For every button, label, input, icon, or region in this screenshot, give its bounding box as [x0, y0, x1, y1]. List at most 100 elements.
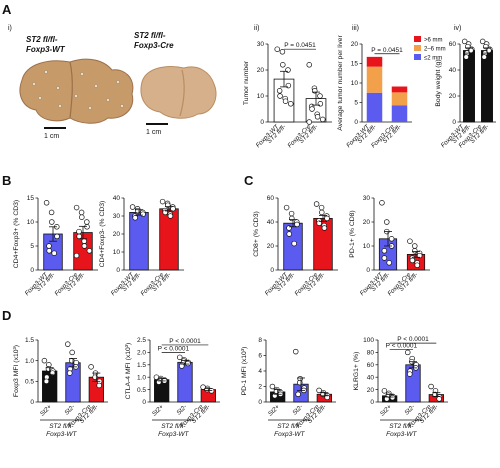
data-point — [43, 200, 50, 206]
data-point — [88, 364, 94, 370]
stacked-segment — [366, 56, 383, 67]
y-tick-label: 40 — [113, 195, 121, 202]
data-point — [92, 374, 98, 380]
y-tick-label: 2 — [258, 384, 262, 391]
data-point — [279, 49, 286, 55]
data-point — [67, 370, 73, 376]
y-axis-label: PD-1 MFI (x10³) — [241, 347, 248, 396]
data-point — [159, 198, 166, 205]
data-point — [286, 225, 292, 231]
y-axis-label: Body weight (g) — [435, 59, 442, 106]
scalebar-left-label: 1 cm — [44, 133, 59, 140]
legend-swatch — [414, 45, 421, 51]
data-point — [76, 228, 82, 235]
data-point — [49, 370, 56, 376]
stacked-segment — [366, 92, 383, 122]
group-label: Foxp3-WT — [274, 431, 305, 438]
p-value-label: P < 0.0001 — [169, 338, 201, 345]
data-point — [84, 224, 90, 230]
data-point — [436, 396, 442, 402]
y-tick-label: 1.0 — [137, 374, 146, 381]
y-tick-label: 0.5 — [25, 379, 34, 386]
y-tick-label: 80 — [367, 350, 375, 357]
data-point — [313, 201, 320, 207]
y-tick-label: 0 — [260, 119, 264, 126]
y-tick-label: 30 — [363, 195, 371, 202]
y-tick-label: 60 — [367, 362, 375, 369]
chart-d-3: 0 2 4 6 8 PD-1 MFI (x10³) St2+ St2- ST2 fl/fl-Fo… — [241, 337, 336, 438]
data-point — [388, 236, 395, 242]
bar — [481, 50, 493, 123]
y-axis-label: KLRG1+ (%) — [353, 352, 360, 391]
tumor-nodule — [94, 84, 98, 88]
tumor-nodule — [80, 72, 84, 76]
data-point — [316, 220, 322, 226]
y-tick-label: 0 — [370, 399, 374, 406]
data-point — [54, 233, 60, 240]
panel-letter-d: D — [2, 308, 11, 323]
data-point — [283, 204, 290, 211]
y-tick-label: 0 — [366, 267, 370, 274]
y-axis-label: Average tumor number per liver — [337, 35, 344, 131]
y-tick-label: 8 — [258, 337, 262, 344]
legend-swatch — [414, 36, 421, 42]
data-point — [306, 62, 312, 68]
data-point — [479, 38, 486, 45]
data-point — [282, 98, 289, 104]
data-point — [295, 391, 301, 398]
liver-cre-title-line2: Foxp3-Cre — [134, 41, 174, 50]
chart-a-iii: 0 5 10 15 20 Average tumor number per liver >6… — [337, 35, 446, 150]
data-point — [381, 388, 388, 394]
data-point — [167, 213, 174, 219]
data-point — [81, 238, 87, 244]
y-tick-label: 40 — [449, 67, 457, 74]
data-point — [316, 387, 322, 394]
y-axis-label: CD8+ (% CD3) — [253, 211, 260, 257]
tumor-nodule — [116, 80, 120, 84]
y-tick-label: 10 — [113, 249, 121, 256]
tumor-nodule — [88, 106, 92, 110]
y-tick-label: 0 — [116, 267, 120, 274]
y-tick-label: 20 — [113, 231, 121, 238]
legend-label: 2–6 mm — [424, 47, 446, 53]
chart-d-1: 0 0.5 1.0 1.5 Foxp3 MFI (x10³) St2+ St2- ST2 fl… — [13, 337, 108, 438]
x-tick-label: St2- — [403, 403, 416, 416]
y-tick-label: 6 — [258, 353, 262, 360]
data-point — [314, 114, 321, 120]
legend-label: >6 mm — [424, 38, 443, 44]
x-tick-label: St2- — [175, 403, 188, 416]
y-tick-label: 0 — [142, 399, 146, 406]
y-tick-label: 5 — [30, 243, 34, 250]
y-axis-label: CTLA-4 MFI (x10³) — [125, 343, 132, 400]
panel-letter-c: C — [244, 173, 254, 188]
data-point — [286, 231, 292, 237]
data-point — [319, 209, 325, 216]
data-point — [481, 54, 487, 60]
data-point — [73, 252, 80, 259]
stacked-segment — [391, 86, 408, 93]
data-point — [41, 357, 48, 364]
data-point — [277, 93, 283, 99]
sublabel-a-i: i) — [8, 25, 12, 32]
liver-wt-title-line1: ST2 fl/fl- — [26, 35, 58, 44]
data-point — [46, 248, 52, 254]
data-point — [463, 54, 469, 60]
group-label: ST2 fl/fl- — [161, 423, 186, 430]
tumor-nodule — [106, 98, 110, 102]
data-point — [384, 219, 390, 225]
data-point — [84, 219, 90, 225]
y-tick-label: 0 — [354, 119, 358, 126]
data-point — [407, 371, 413, 377]
sublabel-a-iv: iv) — [454, 25, 461, 32]
data-point — [428, 383, 434, 390]
y-tick-label: 40 — [367, 374, 375, 381]
y-axis-label: PD-1+ (% CD8) — [349, 210, 356, 257]
data-point — [309, 106, 315, 112]
data-point — [274, 46, 280, 52]
data-point — [78, 209, 85, 216]
data-point — [64, 341, 71, 347]
